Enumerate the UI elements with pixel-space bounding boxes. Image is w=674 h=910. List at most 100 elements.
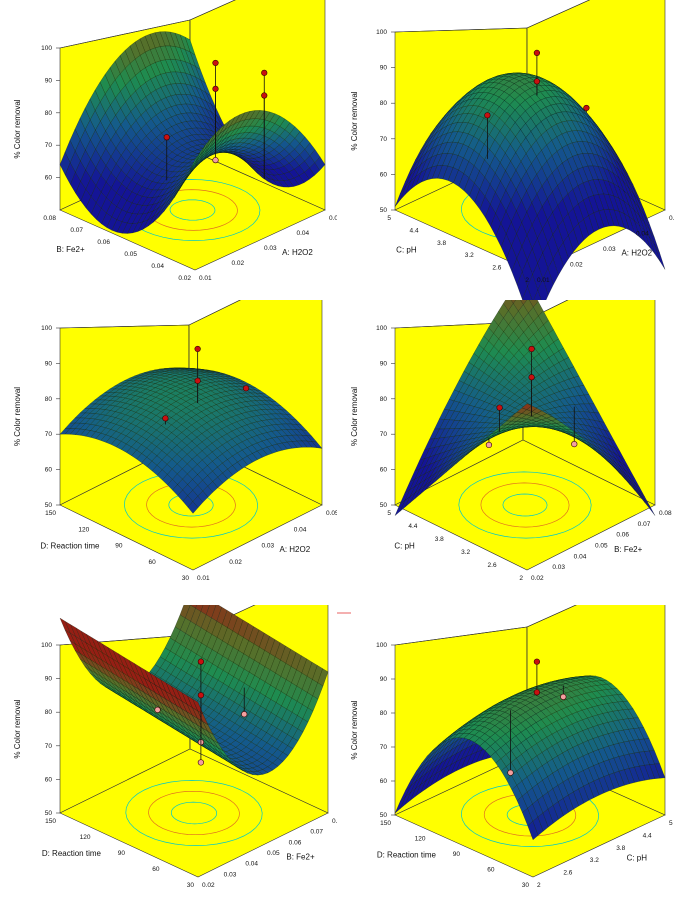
z-tick-label: 3.2	[465, 252, 474, 259]
y-tick-label: 70	[380, 431, 388, 438]
y-tick-label: 80	[380, 396, 388, 403]
x-tick-label: 0.02	[570, 262, 583, 269]
chart-panel-2: 50 60 70 80 90 100 % Color removal 0.01 0.02 0.03…	[337, 0, 674, 300]
top-edge-left	[59, 324, 190, 329]
y-tick-label: 50	[45, 810, 53, 817]
z-tick-label: 60	[152, 866, 160, 873]
design-point	[261, 69, 268, 76]
design-point	[528, 374, 535, 381]
x-axis-label: A: H2O2	[621, 249, 652, 258]
x-tick-label: 0.06	[616, 532, 629, 539]
y-tick-label: 100	[41, 45, 52, 52]
y-tick-label: 70	[45, 431, 53, 438]
floor-contour	[170, 801, 218, 825]
x-tick-label: 0.05	[329, 215, 337, 222]
z-axis-label: B: Fe2+	[56, 245, 85, 254]
z-tick-label: 0.07	[70, 227, 83, 234]
z-tick-label: 90	[115, 543, 123, 550]
surface-cell	[510, 300, 516, 304]
design-point	[197, 692, 204, 699]
y-axis-label: % Color removal	[13, 699, 22, 758]
x-tick-label: 0.03	[552, 564, 565, 571]
response-surface	[59, 367, 323, 514]
x-tick-label: 3.2	[590, 857, 599, 864]
response-surface	[59, 605, 329, 776]
floor-contour	[125, 780, 263, 846]
design-point	[154, 706, 161, 713]
z-tick-label: 5	[387, 215, 391, 222]
z-tick-label: 0.02	[178, 275, 191, 282]
x-tick-label: 0.08	[332, 818, 337, 825]
x-tick-label: 0.04	[245, 861, 258, 868]
top-edge-right	[189, 0, 236, 21]
response-surface	[394, 72, 666, 300]
response-surface	[59, 31, 326, 234]
z-tick-label: 150	[380, 820, 391, 827]
y-tick-label: 50	[380, 812, 388, 819]
x-tick-label: 0.04	[636, 231, 649, 238]
top-edge-right	[526, 0, 591, 29]
top-edge-right	[522, 300, 569, 323]
floor	[59, 748, 329, 878]
z-axis-label: C: pH	[394, 542, 415, 551]
z-tick-label: 0.05	[124, 251, 137, 258]
chart-panel-1: 60 70 80 90 100 % Color removal 0.01 0.02 0.03 0.…	[0, 0, 337, 300]
x-axis-label: B: Fe2+	[614, 545, 643, 554]
z-tick-label: 2	[525, 277, 529, 284]
chart-svg: 50 60 70 80 90 100 % Color removal 0.02 0.03 0.04…	[350, 300, 672, 582]
z-tick-label: 90	[453, 851, 461, 858]
z-tick-label: 3.2	[461, 549, 470, 556]
z-tick-label: 2	[519, 575, 523, 582]
x-tick-label: 0.02	[229, 559, 242, 566]
x-tick-label: 0.04	[574, 553, 587, 560]
floor-contour	[169, 199, 216, 221]
design-point	[484, 112, 491, 119]
design-point	[162, 415, 169, 422]
z-tick-label: 0.08	[43, 215, 56, 222]
y-tick-label: 100	[41, 325, 52, 332]
z-tick-label: 30	[522, 882, 530, 889]
top-edge-left	[394, 626, 528, 646]
y-tick-label: 70	[45, 142, 53, 149]
design-point	[533, 49, 540, 57]
surface-cell	[187, 501, 199, 514]
x-tick-label: 0.05	[669, 215, 674, 222]
z-tick-label: 3.8	[437, 240, 446, 247]
y-axis-label: % Color removal	[350, 91, 359, 150]
x-tick-label: 0.05	[326, 510, 337, 517]
top-edge-right	[188, 300, 241, 326]
x-tick-label: 0.07	[310, 829, 323, 836]
y-tick-label: 90	[45, 360, 53, 367]
z-axis-label: D: Reaction time	[42, 849, 102, 858]
design-point	[163, 134, 170, 141]
x-tick-label: 0.02	[531, 575, 544, 582]
y-axis-label: % Color removal	[350, 700, 359, 759]
z-tick-label: 4.4	[410, 227, 419, 234]
y-tick-label: 90	[380, 360, 388, 367]
y-tick-label: 80	[380, 710, 388, 717]
y-tick-label: 90	[380, 676, 388, 683]
design-point	[533, 689, 540, 696]
z-tick-label: 2.6	[492, 265, 501, 272]
y-tick-label: 60	[45, 175, 53, 182]
design-point	[241, 711, 248, 718]
design-point	[533, 78, 540, 85]
chart-svg: 50 60 70 80 90 100 % Color removal 0.01 0.02 0.03…	[350, 0, 674, 300]
z-tick-label: 0.06	[97, 239, 110, 246]
y-tick-label: 80	[45, 396, 53, 403]
y-tick-label: 60	[45, 467, 53, 474]
top-edge-left	[59, 19, 191, 49]
z-tick-label: 2.6	[488, 562, 497, 569]
z-tick-label: 120	[80, 834, 91, 841]
y-tick-label: 90	[380, 65, 388, 72]
design-point	[194, 377, 201, 384]
design-point	[212, 59, 219, 67]
design-point	[533, 658, 540, 665]
y-tick-label: 80	[45, 110, 53, 117]
y-tick-label: 60	[45, 776, 53, 783]
z-tick-label: 150	[45, 510, 56, 517]
chart-panel-3: 50 60 70 80 90 100 % Color removal 0.01 0.02 0.03…	[0, 300, 337, 600]
z-tick-label: 3.8	[435, 536, 444, 543]
x-tick-label: 0.08	[659, 510, 672, 517]
y-tick-label: 50	[380, 207, 388, 214]
